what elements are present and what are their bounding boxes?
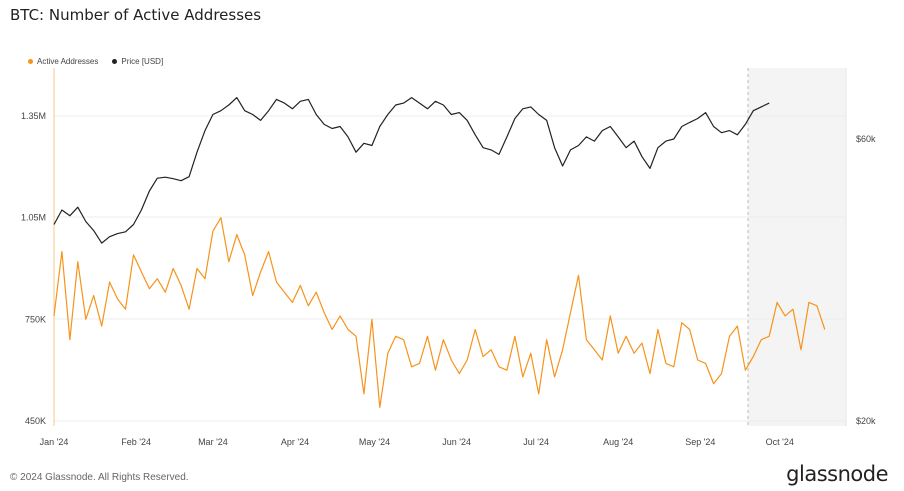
left-tick-label: 450K — [25, 416, 46, 426]
legend-dot-active-addresses — [28, 59, 33, 64]
left-tick-label: 750K — [25, 314, 46, 324]
x-tick-label: Jan '24 — [40, 437, 69, 447]
left-tick-label: 1.05M — [21, 213, 46, 223]
legend-dot-price — [112, 59, 118, 64]
legend-label-price: Price [USD] — [121, 57, 164, 66]
legend-label-active-addresses: Active Addresses — [37, 57, 99, 66]
x-tick-label: Apr '24 — [281, 437, 309, 447]
left-tick-label: 1.35M — [21, 111, 46, 121]
legend-item-active-addresses[interactable]: Active Addresses — [28, 57, 98, 66]
copyright-footer: © 2024 Glassnode. All Rights Reserved. — [10, 472, 189, 483]
active-addresses-line — [53, 217, 826, 408]
glassnode-logo: glassnode — [786, 462, 888, 486]
x-tick-label: Aug '24 — [603, 437, 633, 447]
x-tick-label: Jul '24 — [523, 437, 549, 447]
right-tick-label: $60k — [856, 134, 876, 144]
x-tick-label: May '24 — [359, 437, 390, 447]
right-tick-label: $20k — [856, 416, 876, 426]
x-tick-label: Mar '24 — [198, 437, 228, 447]
chart-title: BTC: Number of Active Addresses — [10, 6, 262, 24]
x-tick-label: Jun '24 — [442, 437, 471, 447]
price-line — [53, 96, 770, 244]
legend-item-price[interactable]: Price [USD] — [112, 57, 163, 66]
x-tick-label: Oct '24 — [766, 437, 794, 447]
x-tick-label: Sep '24 — [685, 437, 715, 447]
x-tick-label: Feb '24 — [121, 437, 151, 447]
projection-region — [747, 68, 846, 426]
legend: Active Addresses Price [USD] — [28, 57, 163, 66]
